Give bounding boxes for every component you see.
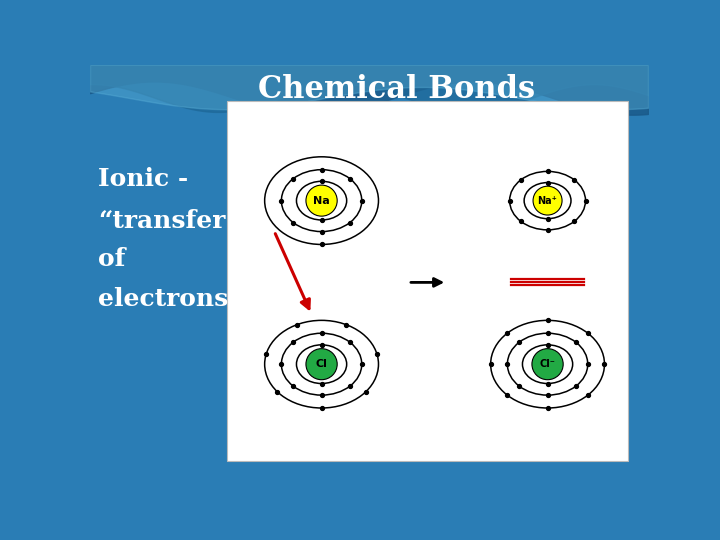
Circle shape — [306, 185, 337, 216]
Text: Chemical Bonds: Chemical Bonds — [258, 74, 536, 105]
Text: of: of — [99, 247, 126, 271]
Text: “transfer: “transfer — [99, 209, 226, 233]
Text: electrons”: electrons” — [99, 287, 243, 310]
Text: Na⁺: Na⁺ — [538, 195, 557, 206]
Text: Na: Na — [313, 195, 330, 206]
FancyBboxPatch shape — [227, 101, 629, 461]
Text: Cl: Cl — [315, 359, 328, 369]
Circle shape — [533, 186, 562, 215]
Text: Ionic -: Ionic - — [99, 167, 189, 191]
Circle shape — [532, 349, 563, 380]
Circle shape — [306, 349, 337, 380]
Text: Cl⁻: Cl⁻ — [539, 359, 556, 369]
